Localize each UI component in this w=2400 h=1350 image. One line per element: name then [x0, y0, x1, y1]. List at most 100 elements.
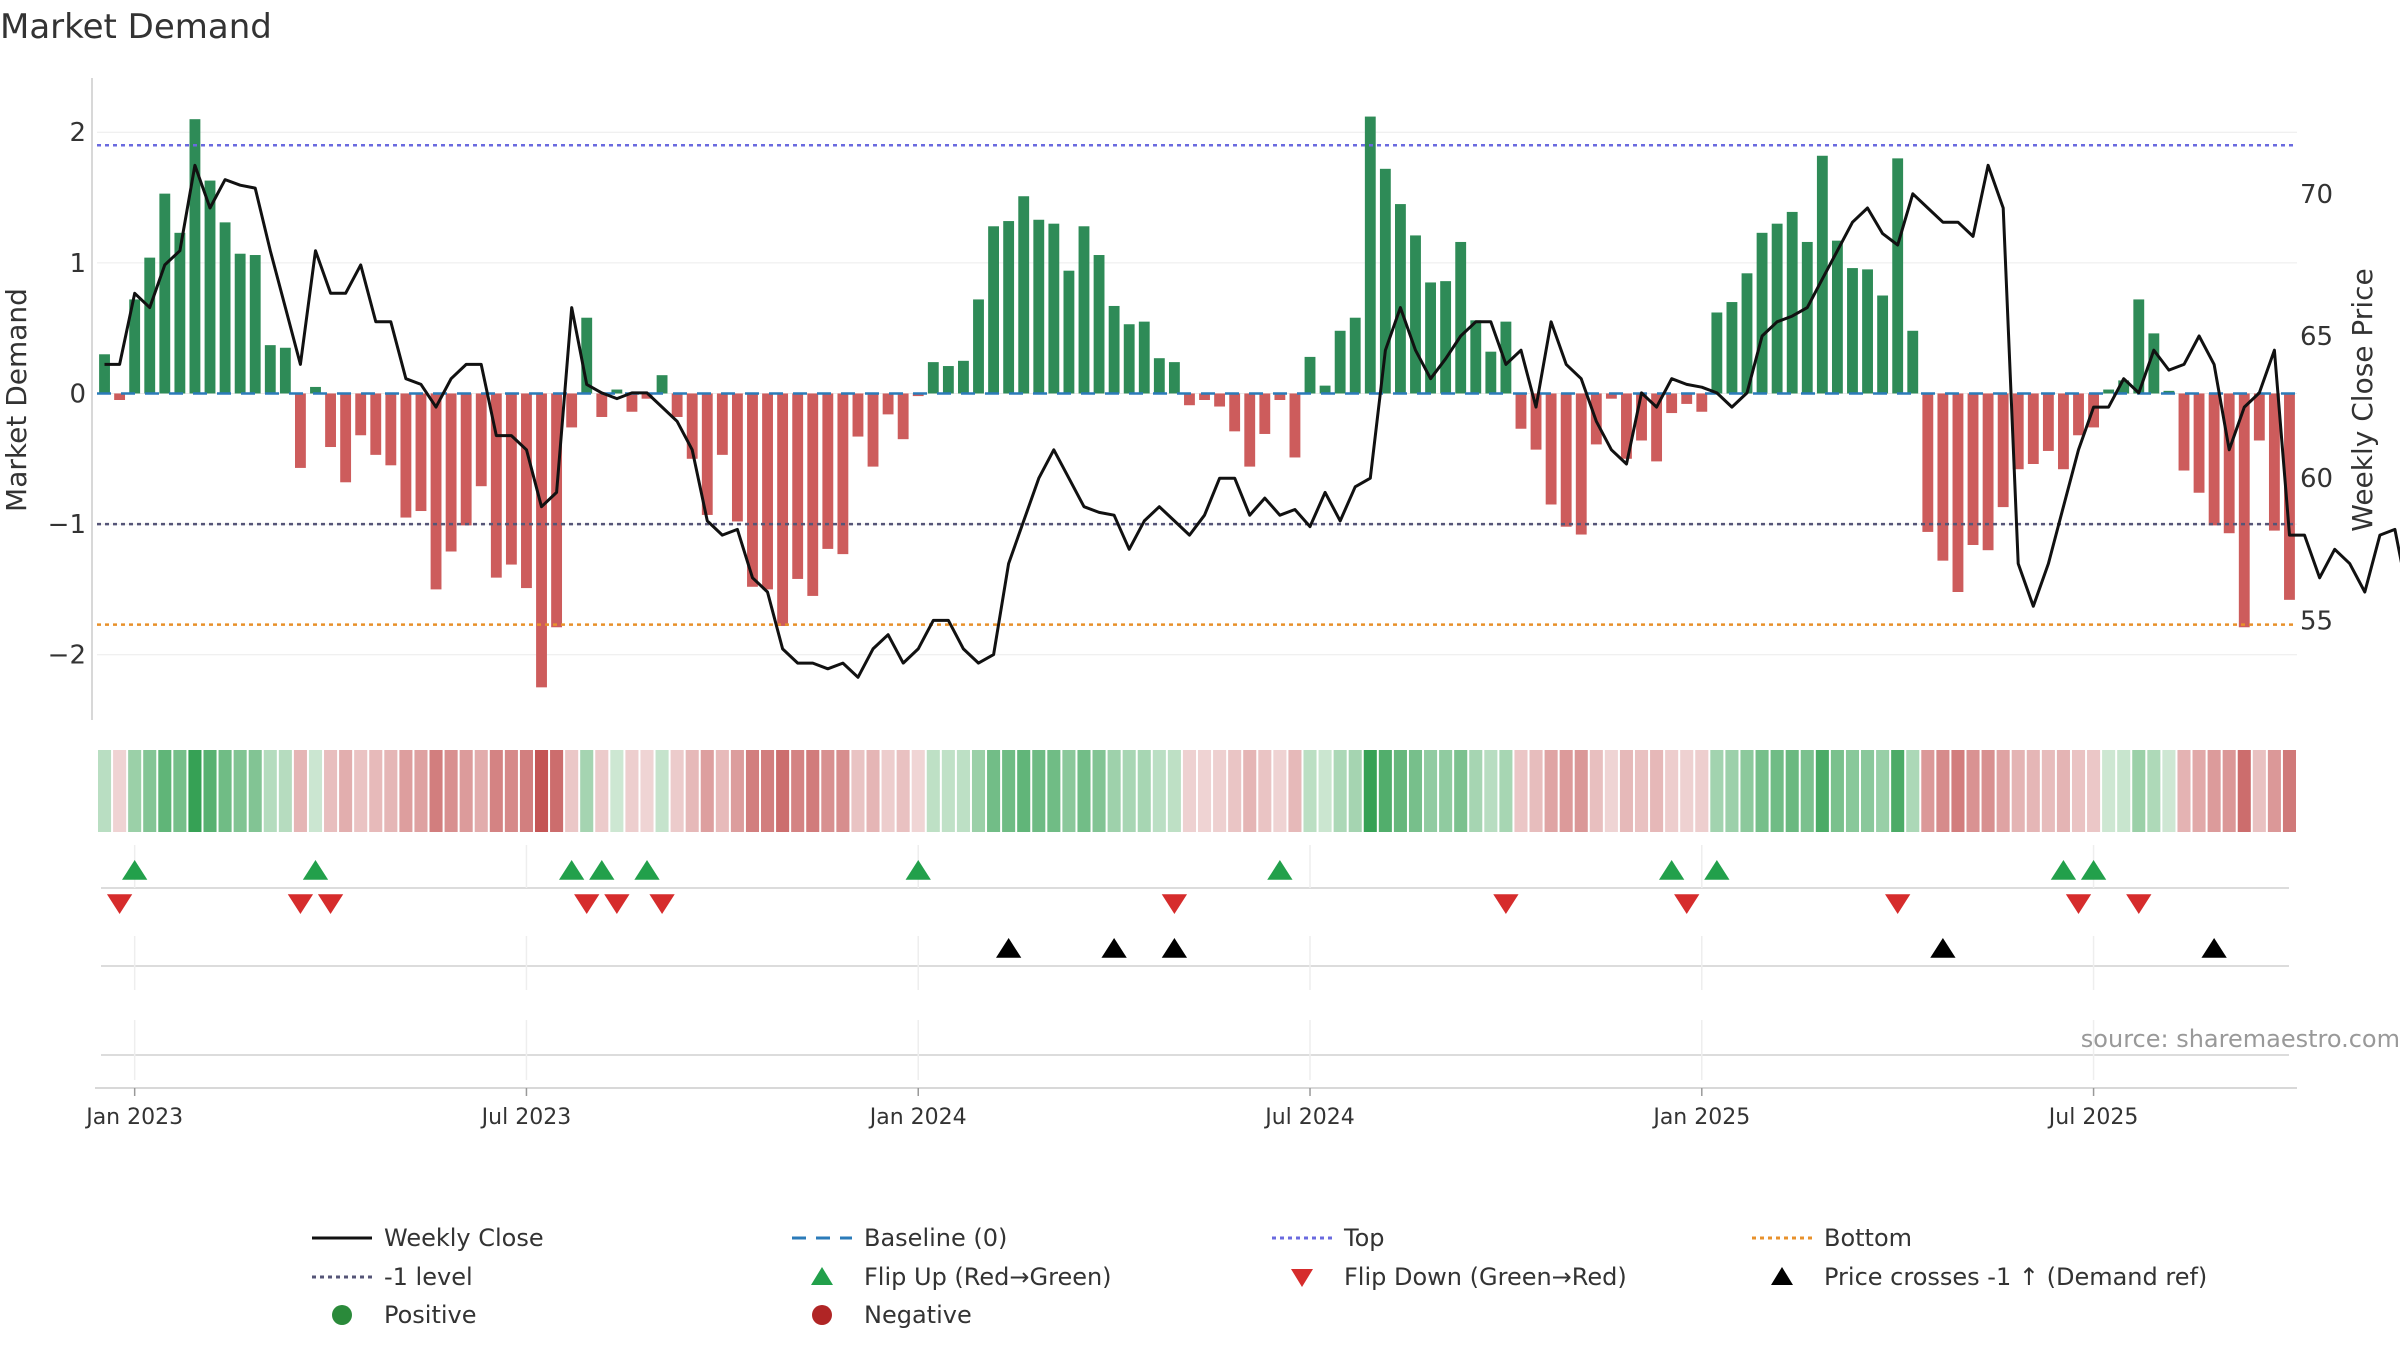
demand-bar	[1907, 330, 1919, 394]
heat-cell	[2162, 750, 2176, 832]
legend-label: Positive	[384, 1301, 477, 1329]
legend-item: Bottom	[1752, 1224, 1912, 1252]
legend-triangle-up-icon	[811, 1267, 833, 1285]
demand-bar	[822, 393, 834, 549]
demand-heat-strip	[98, 750, 2296, 832]
heat-cell	[565, 750, 579, 832]
demand-bar	[2148, 333, 2160, 394]
demand-bar	[656, 375, 668, 394]
heat-cell	[1469, 750, 1483, 832]
demand-bar	[1952, 393, 1964, 592]
heat-cell	[1484, 750, 1498, 832]
flip-down-marker	[649, 894, 675, 914]
heat-cell	[519, 750, 533, 832]
demand-bar	[1786, 211, 1798, 394]
legend-item: Baseline (0)	[792, 1224, 1007, 1252]
heat-cell	[339, 750, 353, 832]
demand-bar	[626, 393, 638, 412]
demand-bar	[1485, 351, 1497, 394]
main-plot-area: 2 1 0 −1 −2 70 65 60 55	[48, 78, 2400, 720]
right-tick-label: 60	[2300, 464, 2333, 494]
demand-bar	[807, 393, 819, 596]
demand-bar	[1349, 317, 1361, 394]
x-tick-label: Jan 2023	[84, 1105, 183, 1130]
flip-up-marker	[302, 860, 329, 880]
demand-bar	[2042, 393, 2054, 451]
demand-bar	[2012, 393, 2024, 470]
heat-cell	[806, 750, 820, 832]
demand-bar	[1214, 393, 1226, 407]
flip-up-marker	[122, 860, 148, 880]
demand-bar	[641, 393, 653, 399]
heat-cell	[1845, 750, 1860, 832]
flip-down-marker	[574, 894, 600, 914]
demand-bar	[912, 393, 924, 397]
heat-cell	[2192, 750, 2206, 832]
heat-cell	[1589, 750, 1603, 832]
demand-bar	[1455, 241, 1467, 394]
demand-bar	[445, 393, 457, 552]
demand-bar	[1274, 393, 1286, 400]
heat-cell	[1499, 750, 1513, 832]
heat-cell	[1604, 750, 1618, 832]
heat-cell	[595, 750, 609, 832]
heat-cell	[444, 750, 458, 832]
demand-bar	[1681, 393, 1693, 404]
heat-cell	[1830, 750, 1844, 832]
heat-cell	[399, 750, 413, 832]
y-axis-label-left: Market Demand	[0, 288, 33, 512]
flip-up-marker	[559, 860, 585, 880]
demand-bar	[686, 393, 698, 459]
demand-bar	[2253, 393, 2265, 441]
flip-down-marker	[2065, 894, 2092, 914]
price-cross-marker	[995, 938, 1022, 958]
demand-bar	[1636, 393, 1647, 441]
left-tick-label: −2	[48, 641, 86, 671]
heat-cell	[369, 750, 383, 832]
demand-bar	[2208, 393, 2220, 526]
demand-bar	[1410, 235, 1421, 394]
flip-down-marker	[604, 894, 630, 914]
heat-cell	[941, 750, 955, 832]
heat-cell	[610, 750, 624, 832]
demand-bar	[1229, 393, 1241, 432]
heat-cell	[233, 750, 247, 832]
legend-label: Baseline (0)	[864, 1224, 1007, 1252]
heat-cell	[670, 750, 684, 832]
demand-bar	[701, 393, 713, 515]
demand-bar	[310, 386, 321, 394]
heat-cell	[971, 750, 986, 832]
heat-cell	[128, 750, 142, 832]
heat-cell	[2177, 750, 2191, 832]
heat-cell	[655, 750, 669, 832]
heat-cell	[1032, 750, 1046, 832]
demand-bar	[1003, 221, 1015, 394]
demand-bar	[1545, 393, 1557, 505]
flip-up-marker	[905, 860, 931, 880]
legend-item: Weekly Close	[312, 1224, 544, 1252]
demand-bar	[927, 362, 939, 394]
flip-down-marker	[1493, 894, 1519, 914]
heat-cell	[685, 750, 699, 832]
demand-bar	[1967, 393, 1979, 545]
heat-cell	[1574, 750, 1588, 832]
demand-bar	[1696, 393, 1708, 412]
demand-bar	[1153, 358, 1165, 394]
heat-cell	[2056, 750, 2070, 832]
heat-cell	[1725, 750, 1739, 832]
legend-circle-icon	[332, 1305, 352, 1325]
x-tick-label: Jul 2025	[2047, 1105, 2139, 1130]
demand-bar	[566, 393, 578, 428]
x-tick-label: Jul 2023	[480, 1105, 572, 1130]
heat-cell	[1363, 750, 1377, 832]
heat-cell	[745, 750, 760, 832]
demand-bar	[521, 393, 532, 589]
heat-cell	[1529, 750, 1543, 832]
demand-bar	[2193, 393, 2205, 493]
heat-cell	[987, 750, 1001, 832]
heat-cell	[1755, 750, 1769, 832]
demand-bar	[1395, 204, 1406, 394]
heat-cell	[1077, 750, 1091, 832]
demand-bar	[2133, 299, 2145, 394]
